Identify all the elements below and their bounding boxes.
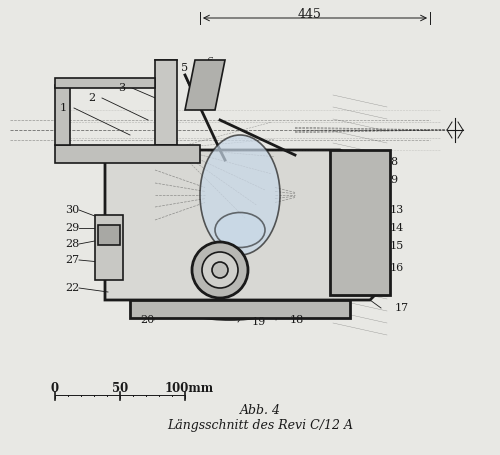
Text: 9: 9	[390, 175, 397, 185]
Text: Längsschnitt des Revi C/12 A: Längsschnitt des Revi C/12 A	[167, 419, 353, 431]
Bar	[55, 85, 70, 145]
Circle shape	[192, 242, 248, 298]
Text: 3: 3	[118, 83, 125, 93]
Bar	[155, 60, 177, 145]
Circle shape	[202, 252, 238, 288]
Text: 18: 18	[290, 315, 304, 325]
Text: 5: 5	[182, 63, 188, 73]
Text: 6: 6	[206, 57, 214, 67]
Bar	[55, 145, 200, 163]
Text: 445: 445	[298, 7, 322, 20]
Text: 0: 0	[51, 381, 59, 394]
Text: 28: 28	[65, 239, 79, 249]
Bar	[98, 225, 120, 245]
Text: 30: 30	[65, 205, 79, 215]
Ellipse shape	[200, 135, 280, 255]
Text: Abb. 4: Abb. 4	[240, 404, 281, 416]
Circle shape	[212, 262, 228, 278]
Bar	[130, 300, 350, 318]
Text: 19: 19	[252, 317, 266, 327]
Text: 29: 29	[65, 223, 79, 233]
Text: 15: 15	[390, 241, 404, 251]
Text: 14: 14	[390, 223, 404, 233]
Ellipse shape	[215, 212, 265, 248]
Text: 50: 50	[112, 381, 128, 394]
Polygon shape	[105, 150, 380, 300]
Text: 2: 2	[88, 93, 95, 103]
Text: 8: 8	[390, 157, 397, 167]
Text: 1: 1	[60, 103, 67, 113]
Text: 16: 16	[390, 263, 404, 273]
Text: 13: 13	[390, 205, 404, 215]
Text: 17: 17	[395, 303, 409, 313]
Bar	[330, 150, 390, 295]
Text: 20: 20	[140, 315, 154, 325]
Text: 22: 22	[65, 283, 79, 293]
Bar	[95, 215, 123, 280]
Bar	[55, 78, 155, 88]
Text: 27: 27	[65, 255, 79, 265]
Polygon shape	[185, 60, 225, 110]
Text: 100mm: 100mm	[164, 381, 214, 394]
